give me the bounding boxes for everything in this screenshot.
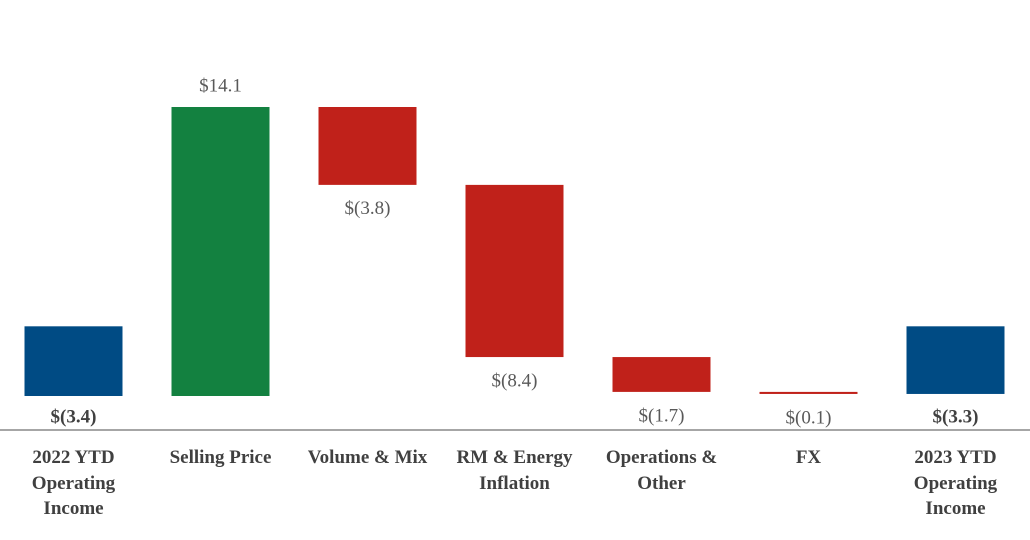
x-tick-label: 2022 YTD Operating Income [31,447,116,519]
x-tick-label: Selling Price [169,447,272,468]
x-tick-label: Operations & Other [605,447,718,494]
bar [612,357,711,392]
value-label: $(0.1) [786,407,832,428]
value-label: $(3.8) [345,198,391,219]
x-tick-label: Volume & Mix [307,447,428,468]
bar [171,107,270,396]
x-tick-label: FX [795,447,822,468]
bar [465,184,564,358]
bar [906,326,1005,394]
value-label: $(1.7) [639,405,685,426]
bar [24,326,123,396]
value-label: $14.1 [199,75,242,96]
x-tick-label: RM & Energy Inflation [456,447,573,494]
value-label: $(8.4) [492,370,538,391]
value-label: $(3.4) [51,406,97,427]
x-tick-label: 2023 YTD Operating Income [913,447,998,519]
bar [318,107,417,185]
bar [759,391,858,394]
value-label: $(3.3) [933,406,979,427]
